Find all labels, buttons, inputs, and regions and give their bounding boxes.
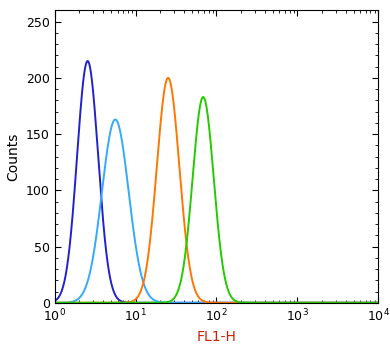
Y-axis label: Counts: Counts bbox=[6, 132, 20, 181]
X-axis label: FL1-H: FL1-H bbox=[197, 330, 236, 344]
